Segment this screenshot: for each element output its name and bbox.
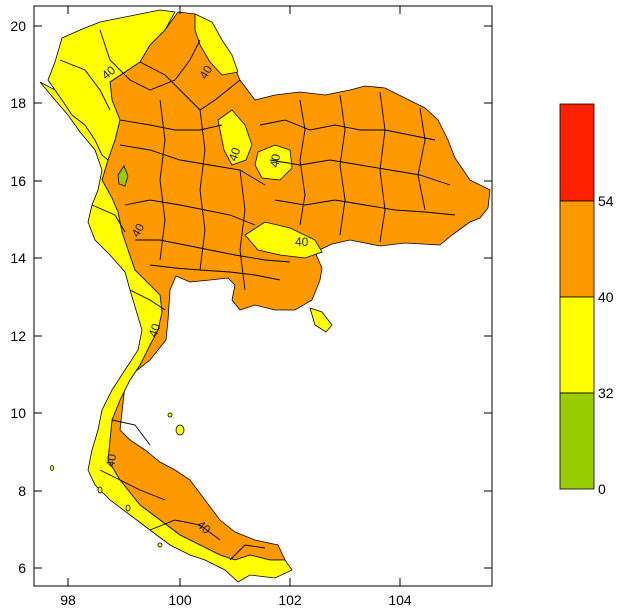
colorbar-label: 32 (598, 385, 614, 401)
colorbar-label: 40 (598, 289, 614, 305)
contour-label: 40 (196, 63, 215, 82)
contour-label: 40 (146, 321, 164, 339)
y-tick-label: 6 (18, 560, 26, 576)
y-tick-label: 20 (10, 18, 26, 34)
land-region-yellow-east (244, 221, 323, 259)
colorbar-bin (559, 103, 595, 202)
contour-labels: 40 40 40 40 40 40 40 40 40 (99, 63, 309, 537)
land-region-yellow-northeast (194, 13, 239, 76)
islands (50, 412, 185, 548)
colorbar-bin (559, 200, 595, 298)
land-region-yellow-trat (309, 307, 333, 333)
colorbar-bin (559, 392, 595, 490)
colorbar-label: 0 (598, 481, 606, 497)
contour-label: 40 (226, 145, 244, 163)
y-tick-label: 12 (10, 328, 26, 344)
x-tick-label: 102 (278, 592, 302, 608)
contour-label: 40 (103, 453, 119, 469)
colorbar: 54 40 32 0 (559, 103, 614, 497)
x-tick-label: 100 (168, 592, 192, 608)
contour-label: 40 (128, 221, 147, 240)
y-tick-label: 8 (18, 483, 26, 499)
x-tick-labels: 98 100 102 104 (60, 592, 412, 608)
land-region-yellow-loei (254, 144, 293, 181)
land-region-green (117, 165, 129, 187)
y-tick-label: 18 (10, 95, 26, 111)
province-boundaries (59, 29, 456, 561)
land-region-yellow-central (217, 109, 253, 166)
y-tick-label: 10 (10, 405, 26, 421)
contour-label: 40 (267, 153, 283, 169)
contour-label: 40 (295, 235, 309, 249)
x-tick-label: 98 (60, 592, 76, 608)
colorbar-label: 54 (598, 193, 614, 209)
land-region-yellow-north (47, 9, 176, 161)
y-tick-labels: 6 8 10 12 14 16 18 20 (10, 18, 26, 576)
x-tick-label: 104 (388, 592, 412, 608)
y-tick-label: 16 (10, 173, 26, 189)
y-tick-label: 14 (10, 250, 26, 266)
colorbar-bin (559, 296, 595, 394)
axis-ticks (34, 6, 492, 586)
land-region-yellow-west (39, 81, 293, 583)
